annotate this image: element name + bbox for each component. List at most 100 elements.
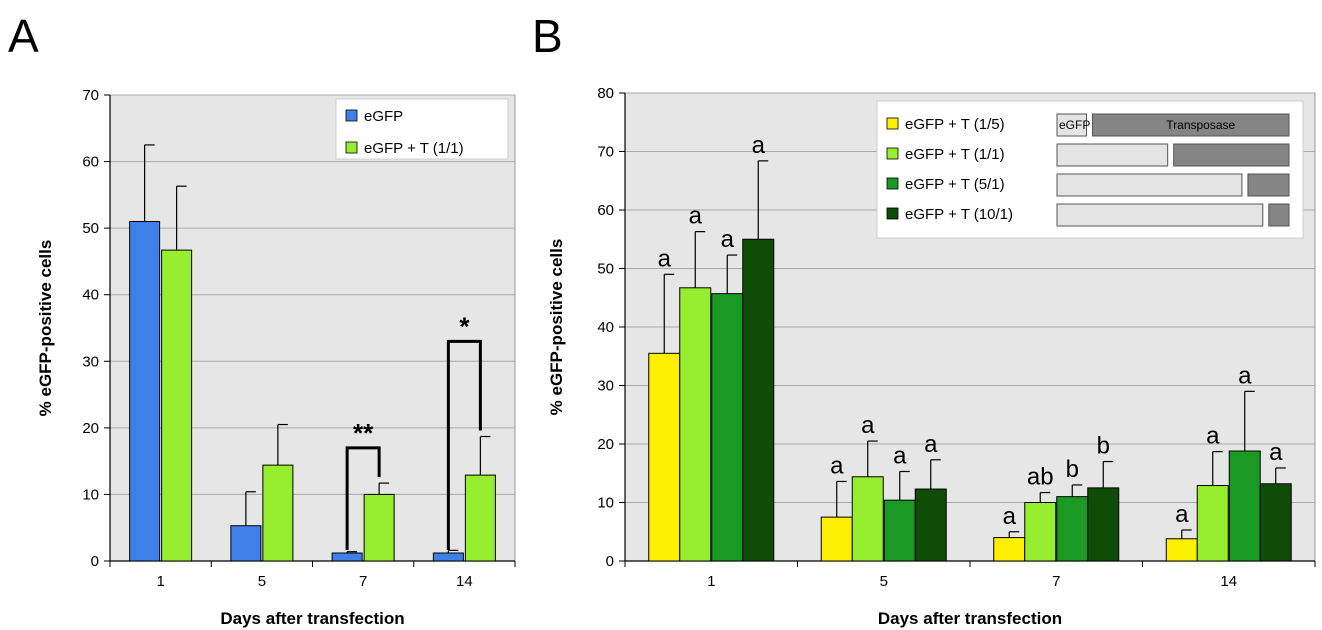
construct-egfp-bar bbox=[1056, 203, 1264, 227]
construct-egfp-bar bbox=[1056, 113, 1087, 137]
bar-b-5-1 bbox=[711, 293, 744, 562]
bar-a-egfp bbox=[230, 525, 262, 562]
panel-letter-b: B bbox=[532, 10, 563, 62]
y-tick-label-b: 80 bbox=[597, 85, 614, 102]
group-letter-label: a bbox=[861, 412, 875, 439]
x-tick-label-b: 14 bbox=[1220, 573, 1237, 590]
group-letter-label: b bbox=[1066, 456, 1079, 483]
bar-b-1-5 bbox=[993, 537, 1026, 562]
y-tick-label-b: 10 bbox=[597, 495, 614, 512]
y-tick-label-b: 0 bbox=[606, 553, 614, 570]
bar-a-egfp-t11 bbox=[464, 474, 496, 562]
bar-b-10-1 bbox=[1259, 483, 1292, 562]
y-tick-label-b: 50 bbox=[597, 261, 614, 278]
y-tick-label-a: 40 bbox=[82, 287, 99, 304]
construct-transposase-label: Transposase bbox=[1166, 118, 1235, 132]
chart-b: 0 10 20 30 40 50 60 70 80 1 5 7 14 Days after transfe… bbox=[547, 85, 1316, 628]
group-letter-label: a bbox=[830, 452, 844, 479]
bar-a-egfp-t11 bbox=[262, 464, 294, 562]
bar-b-10-1 bbox=[1087, 487, 1120, 562]
construct-egfp-label: eGFP bbox=[1059, 118, 1090, 132]
legend-label-b: eGFP + T (5/1) bbox=[905, 176, 1005, 193]
legend-label-b: eGFP + T (1/5) bbox=[905, 116, 1005, 133]
bar-b-5-1 bbox=[883, 499, 916, 562]
significance-marker: ** bbox=[353, 418, 374, 448]
group-letter-label: a bbox=[893, 442, 907, 469]
y-tick-label-a: 60 bbox=[82, 154, 99, 171]
bar-a-egfp-t11 bbox=[363, 493, 395, 562]
construct-transposase-bar bbox=[1247, 173, 1290, 197]
group-letter-label: a bbox=[924, 431, 938, 458]
y-tick-label-a: 50 bbox=[82, 220, 99, 237]
construct-egfp-bar bbox=[1056, 173, 1243, 197]
x-tick-label-b: 1 bbox=[707, 573, 715, 590]
bar-b-1-1 bbox=[679, 287, 712, 562]
legend-swatch-b bbox=[886, 207, 899, 220]
bar-a-egfp-t11 bbox=[161, 249, 193, 562]
significance-bracket bbox=[345, 446, 381, 551]
y-tick-label-a: 30 bbox=[82, 353, 99, 370]
construct-egfp-bar bbox=[1056, 143, 1169, 167]
x-tick-label-b: 7 bbox=[1052, 573, 1060, 590]
y-tick-label-b: 20 bbox=[597, 436, 614, 453]
bar-a-egfp bbox=[331, 552, 363, 562]
group-letter-label: a bbox=[1269, 439, 1283, 466]
group-letter-label: a bbox=[752, 132, 766, 159]
bar-b-1-1 bbox=[1024, 502, 1057, 562]
group-letter-label: ab bbox=[1027, 464, 1054, 491]
x-tick-label-a: 5 bbox=[258, 573, 266, 590]
legend-swatch-b bbox=[886, 177, 899, 190]
x-tick-label-a: 14 bbox=[456, 573, 473, 590]
bar-b-10-1 bbox=[914, 488, 947, 562]
legend-label-a: eGFP + T (1/1) bbox=[364, 140, 464, 157]
significance-marker: * bbox=[459, 311, 470, 341]
group-letter-label: a bbox=[1003, 503, 1017, 530]
bar-a-egfp bbox=[432, 552, 464, 562]
bar-b-1-5 bbox=[820, 516, 853, 562]
legend-swatch-a bbox=[345, 109, 358, 122]
legend-label-b: eGFP + T (1/1) bbox=[905, 146, 1005, 163]
group-letter-label: a bbox=[721, 226, 735, 253]
construct-transposase-bar bbox=[1173, 143, 1290, 167]
x-axis-title-a: Days after transfection bbox=[220, 609, 404, 628]
legend-swatch-b bbox=[886, 117, 899, 130]
y-axis-title-a: % eGFP-positive cells bbox=[36, 240, 55, 417]
bar-b-5-1 bbox=[1228, 450, 1261, 562]
y-tick-label-b: 70 bbox=[597, 144, 614, 161]
group-letter-label: a bbox=[689, 203, 703, 230]
significance-bracket bbox=[446, 339, 482, 551]
y-tick-label-a: 0 bbox=[91, 553, 99, 570]
panel-letter-a: A bbox=[8, 10, 39, 62]
chart-a: 0 10 20 30 40 50 60 70 1 5 7 14 Days after transfect… bbox=[36, 87, 516, 628]
x-axis-title-b: Days after transfection bbox=[878, 609, 1062, 628]
group-letter-label: a bbox=[1175, 501, 1189, 528]
bar-b-1-1 bbox=[1196, 485, 1229, 562]
legend-a bbox=[335, 98, 509, 160]
y-tick-label-b: 40 bbox=[597, 319, 614, 336]
legend-label-a: eGFP bbox=[364, 108, 403, 125]
legend-swatch-b bbox=[886, 147, 899, 160]
bar-b-10-1 bbox=[742, 238, 775, 562]
group-letter-label: a bbox=[1206, 423, 1220, 450]
legend-label-b: eGFP + T (10/1) bbox=[905, 206, 1013, 223]
bar-b-5-1 bbox=[1056, 496, 1089, 562]
construct-transposase-bar bbox=[1268, 203, 1290, 227]
construct-transposase-bar bbox=[1091, 113, 1290, 137]
x-tick-label-a: 1 bbox=[156, 573, 164, 590]
bar-b-1-5 bbox=[1165, 538, 1198, 562]
bar-a-egfp bbox=[129, 220, 161, 562]
group-letter-label: a bbox=[1238, 362, 1252, 389]
bar-b-1-5 bbox=[648, 352, 681, 562]
legend-swatch-a bbox=[345, 141, 358, 154]
group-letter-label: b bbox=[1097, 433, 1110, 460]
y-tick-label-a: 20 bbox=[82, 420, 99, 437]
y-axis-title-b: % eGFP-positive cells bbox=[547, 239, 566, 416]
y-tick-label-a: 10 bbox=[82, 486, 99, 503]
y-tick-label-b: 60 bbox=[597, 202, 614, 219]
x-tick-label-b: 5 bbox=[880, 573, 888, 590]
bar-b-1-1 bbox=[851, 476, 884, 562]
y-tick-label-b: 30 bbox=[597, 378, 614, 395]
y-tick-label-a: 70 bbox=[82, 87, 99, 104]
x-tick-label-a: 7 bbox=[359, 573, 367, 590]
